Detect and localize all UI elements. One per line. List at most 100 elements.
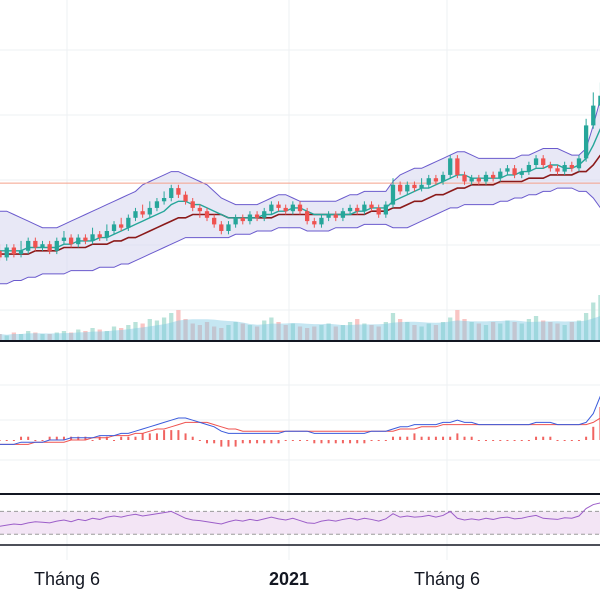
candle-body[interactable] (433, 178, 439, 182)
candle-body[interactable] (197, 207, 203, 212)
candle-body[interactable] (161, 198, 167, 202)
candle-body[interactable] (147, 207, 152, 215)
volume-bar (176, 310, 181, 340)
candle-body[interactable] (591, 105, 596, 126)
candle-body[interactable] (104, 231, 110, 238)
candle-body[interactable] (455, 158, 460, 175)
candle-body[interactable] (340, 211, 346, 218)
candle-body[interactable] (240, 217, 245, 222)
candle-body[interactable] (390, 184, 396, 205)
candle-body[interactable] (490, 174, 496, 179)
macd-histogram-bar (341, 440, 344, 444)
candle-body[interactable] (576, 158, 582, 169)
candle-body[interactable] (347, 207, 353, 212)
candle-body[interactable] (355, 207, 360, 212)
candle-body[interactable] (133, 211, 138, 218)
volume-bar (498, 323, 503, 340)
candle-body[interactable] (319, 217, 324, 225)
candle-body[interactable] (233, 217, 238, 225)
candle-body[interactable] (4, 247, 9, 258)
candle-body[interactable] (40, 244, 45, 248)
candle-body[interactable] (483, 174, 489, 182)
candle-body[interactable] (397, 184, 403, 192)
x-tick-label: Tháng 6 (34, 569, 100, 589)
candle-body[interactable] (204, 211, 210, 218)
x-tick-label: 2021 (269, 569, 309, 589)
candle-body[interactable] (569, 165, 574, 169)
candle-body[interactable] (226, 224, 231, 231)
candle-body[interactable] (97, 234, 102, 238)
candle-body[interactable] (119, 224, 124, 228)
volume-bar (433, 325, 439, 340)
candle-body[interactable] (476, 178, 481, 182)
volume-bar (33, 332, 38, 340)
candle-body[interactable] (326, 214, 331, 218)
candle-body[interactable] (33, 240, 38, 248)
candle-body[interactable] (598, 95, 600, 106)
candle-body[interactable] (247, 214, 253, 222)
candle-body[interactable] (462, 174, 467, 182)
candle-body[interactable] (469, 178, 474, 182)
candle-body[interactable] (512, 168, 517, 175)
candle-body[interactable] (297, 204, 303, 212)
candle-body[interactable] (111, 224, 117, 231)
macd-pane[interactable] (0, 395, 600, 447)
candle-body[interactable] (54, 240, 59, 251)
candle-body[interactable] (562, 165, 567, 172)
candle-body[interactable] (76, 237, 81, 245)
candle-body[interactable] (26, 240, 31, 251)
candle-body[interactable] (83, 237, 88, 241)
candle-body[interactable] (183, 194, 188, 202)
candle-body[interactable] (333, 214, 338, 218)
candle-body[interactable] (312, 221, 317, 225)
candle-body[interactable] (140, 211, 145, 215)
candle-body[interactable] (190, 201, 195, 208)
volume-bar (133, 322, 138, 340)
candle-body[interactable] (90, 234, 95, 241)
candle-body[interactable] (176, 188, 181, 195)
candle-body[interactable] (548, 165, 553, 169)
candle-body[interactable] (276, 204, 281, 208)
candle-body[interactable] (419, 184, 424, 189)
candle-body[interactable] (541, 158, 546, 165)
candle-body[interactable] (269, 204, 274, 212)
candle-body[interactable] (169, 188, 174, 198)
candle-body[interactable] (519, 171, 524, 175)
candle-body[interactable] (212, 217, 217, 225)
candle-body[interactable] (262, 211, 267, 218)
candle-body[interactable] (412, 184, 417, 189)
candle-body[interactable] (362, 204, 367, 212)
candle-body[interactable] (47, 244, 52, 251)
candle-body[interactable] (254, 214, 260, 218)
candle-body[interactable] (498, 171, 503, 179)
candle-body[interactable] (405, 184, 410, 192)
candle-body[interactable] (369, 204, 374, 208)
candle-body[interactable] (505, 168, 510, 172)
candle-body[interactable] (555, 168, 560, 172)
volume-bar (519, 323, 524, 340)
candle-body[interactable] (18, 250, 24, 255)
price-pane[interactable] (0, 82, 600, 285)
candle-body[interactable] (11, 247, 17, 255)
candle-body[interactable] (426, 178, 431, 185)
candle-body[interactable] (383, 204, 388, 215)
candle-body[interactable] (0, 250, 2, 258)
candle-body[interactable] (219, 224, 224, 231)
candle-body[interactable] (290, 204, 295, 212)
candle-body[interactable] (283, 207, 288, 212)
candle-body[interactable] (583, 125, 589, 159)
candle-body[interactable] (68, 237, 74, 245)
time-axis[interactable]: Tháng 6 2021 Tháng 6 (34, 569, 480, 589)
candle-body[interactable] (526, 165, 532, 172)
candle-body[interactable] (440, 174, 446, 182)
candle-body[interactable] (126, 217, 131, 228)
candle-body[interactable] (448, 158, 453, 175)
candle-body[interactable] (154, 201, 160, 208)
candle-body[interactable] (305, 211, 310, 222)
candle-body[interactable] (376, 207, 381, 215)
candle-body[interactable] (533, 158, 539, 165)
candle-body[interactable] (61, 237, 67, 241)
rsi-pane[interactable] (0, 502, 600, 535)
